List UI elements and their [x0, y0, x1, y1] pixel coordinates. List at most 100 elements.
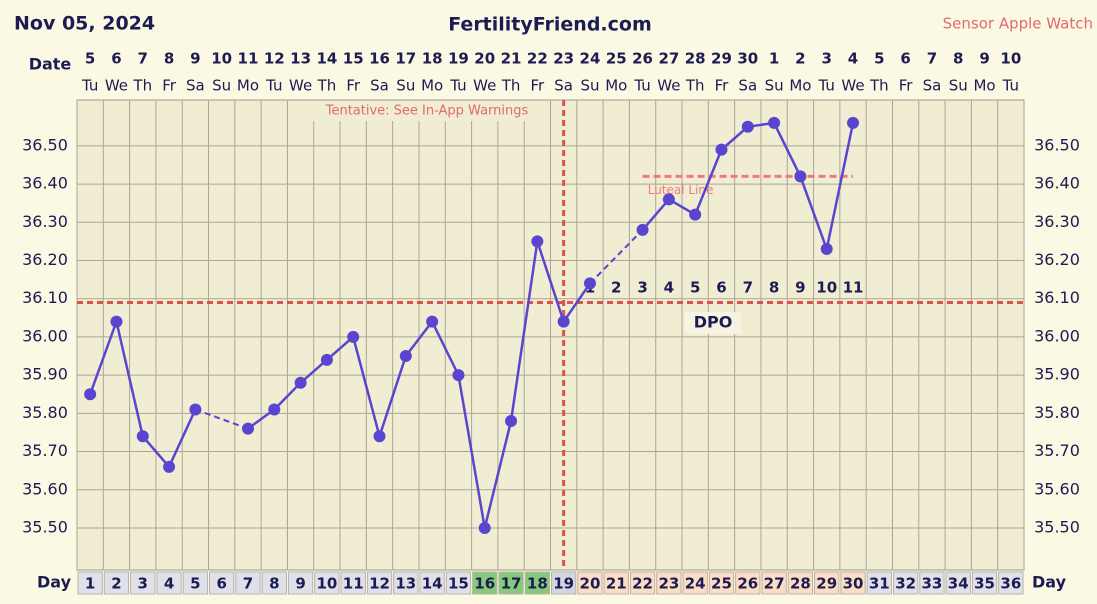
temp-point	[163, 460, 176, 473]
day-number: 4	[164, 575, 174, 593]
day-number: 10	[316, 575, 337, 593]
weekday-label: Mo	[973, 77, 995, 95]
date-label: 29	[711, 50, 732, 68]
y-tick-label: 36.10	[22, 288, 68, 307]
date-label: 6	[111, 50, 121, 68]
date-label: 7	[927, 50, 937, 68]
weekday-label: Sa	[186, 77, 205, 95]
weekday-label: Fr	[899, 77, 914, 95]
date-label: 10	[1000, 50, 1021, 68]
day-number: 33	[921, 575, 942, 593]
weekday-label: Tu	[449, 77, 466, 95]
day-number: 5	[190, 575, 200, 593]
day-cell	[761, 571, 787, 595]
day-number: 16	[474, 575, 495, 593]
date-label: 12	[264, 50, 285, 68]
temp-point	[531, 235, 544, 248]
day-cell	[629, 571, 656, 595]
weekday-label: Sa	[370, 77, 389, 95]
y-tick-label: 36.30	[22, 212, 68, 231]
temp-point	[268, 403, 281, 416]
day-number: 12	[369, 575, 390, 593]
date-label: 13	[290, 50, 311, 68]
day-cell	[919, 571, 945, 595]
day-number: 6	[216, 575, 226, 593]
sensor-label: Sensor Apple Watch	[943, 15, 1093, 33]
weekday-label: Th	[132, 77, 152, 95]
dpo-number: 2	[611, 279, 621, 297]
dpo-number: 9	[795, 279, 805, 297]
weekday-label: Fr	[715, 77, 730, 95]
dpo-number: 11	[843, 279, 864, 297]
day-number: 17	[501, 575, 522, 593]
day-number: 34	[948, 575, 969, 593]
weekday-label: We	[105, 77, 128, 95]
day-number: 3	[138, 575, 148, 593]
weekday-label: We	[657, 77, 680, 95]
dpo-number: 10	[816, 279, 837, 297]
y-tick-label-right: 36.50	[1034, 135, 1080, 154]
y-tick-label: 36.20	[22, 250, 68, 269]
day-number: 26	[737, 575, 758, 593]
day-number: 29	[816, 575, 837, 593]
day-cell	[472, 571, 498, 595]
weekday-label: Fr	[346, 77, 361, 95]
temp-point	[583, 277, 596, 290]
date-label: 17	[395, 50, 416, 68]
temp-point	[662, 193, 675, 206]
site-title: FertilityFriend.com	[448, 14, 652, 36]
y-tick-label-right: 35.90	[1034, 365, 1080, 384]
y-tick-label-right: 35.80	[1034, 403, 1080, 422]
day-label-left: Day	[37, 573, 72, 592]
temp-point	[110, 315, 123, 328]
weekday-label: Tu	[265, 77, 282, 95]
day-number: 27	[764, 575, 785, 593]
temp-point	[189, 403, 202, 416]
date-label: 18	[422, 50, 443, 68]
temp-point	[794, 170, 807, 183]
y-tick-label-right: 35.60	[1034, 479, 1080, 498]
day-cell	[892, 571, 919, 595]
weekday-label: Fr	[162, 77, 177, 95]
annotation: Tentative: See In-App Warnings	[325, 104, 529, 119]
weekday-label: Mo	[237, 77, 259, 95]
y-tick-label-right: 36.30	[1034, 212, 1080, 231]
date-label: 10	[211, 50, 232, 68]
weekday-label: Tu	[818, 77, 835, 95]
y-tick-label: 35.60	[22, 479, 68, 498]
date-label: 4	[848, 50, 858, 68]
day-cell	[209, 571, 235, 595]
day-cell	[235, 571, 261, 595]
date-label: 24	[580, 50, 601, 68]
date-label: 7	[138, 50, 148, 68]
temp-point	[557, 315, 570, 328]
weekday-label: Th	[501, 77, 521, 95]
date-label: 19	[448, 50, 469, 68]
day-cell	[735, 571, 761, 595]
weekday-label: Tu	[633, 77, 650, 95]
date-label: 23	[553, 50, 574, 68]
day-number: 8	[269, 575, 279, 593]
day-cell	[971, 571, 998, 595]
temp-point	[478, 521, 491, 534]
day-number: 19	[553, 575, 574, 593]
day-number: 7	[243, 575, 253, 593]
date-label: 16	[369, 50, 390, 68]
weekday-label: Th	[685, 77, 705, 95]
day-cell	[314, 571, 340, 595]
day-number: 20	[580, 575, 601, 593]
dpo-number: 3	[637, 279, 647, 297]
weekday-label: Su	[580, 77, 599, 95]
weekday-label: We	[289, 77, 312, 95]
temp-point	[241, 422, 254, 435]
dpo-number: 5	[690, 279, 700, 297]
date-label: 25	[606, 50, 627, 68]
date-label: 5	[85, 50, 95, 68]
temp-point	[452, 369, 465, 382]
day-cell	[787, 571, 814, 595]
dpo-label-bg	[685, 312, 741, 334]
date-label: 21	[501, 50, 522, 68]
date-label: 15	[343, 50, 364, 68]
weekday-label: Sa	[738, 77, 757, 95]
day-number: 14	[422, 575, 443, 593]
